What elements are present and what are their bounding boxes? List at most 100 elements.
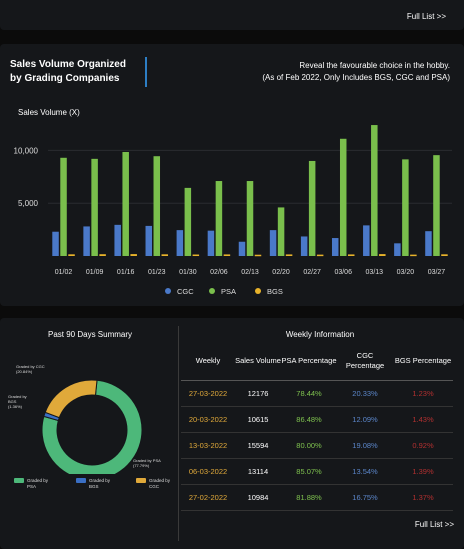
x-tick-label: 03/13 — [366, 269, 384, 276]
x-tick-label: 02/27 — [303, 269, 321, 276]
col-psa: PSA Percentage — [281, 342, 337, 381]
x-tick-label: 01/09 — [86, 269, 104, 276]
bar-psa — [433, 155, 440, 256]
table-cell: 1.37% — [393, 484, 453, 511]
table-cell: 1.43% — [393, 406, 453, 433]
table-cell: 13-03-2022 — [181, 432, 235, 459]
table-cell: 20.33% — [337, 380, 393, 407]
x-tick-label: 02/13 — [241, 269, 259, 276]
col-cgc: CGC Percentage — [337, 342, 393, 381]
x-tick-label: 01/16 — [117, 269, 135, 276]
bar-psa — [91, 158, 98, 256]
table-row: 27-03-2022 12176 78.44% 20.33% 1.23% — [181, 380, 453, 407]
bar-cgc — [83, 226, 90, 256]
table-cell: 1.39% — [393, 458, 453, 485]
legend-cgc-label: Graded by CGC — [149, 478, 171, 489]
top-full-list-link[interactable]: Full List >> — [406, 12, 446, 21]
legend-psa: Graded by PSA — [14, 478, 51, 490]
x-tick-label: 02/06 — [210, 269, 228, 276]
table-row: 20-03-2022 10615 86.48% 12.09% 1.43% — [181, 406, 453, 433]
title-divider — [145, 57, 147, 87]
bar-bgs — [223, 254, 231, 256]
bar-cgc — [394, 243, 401, 256]
sales-volume-panel: Sales Volume Organized by Grading Compan… — [0, 44, 464, 306]
chart-title: Sales Volume Organized by Grading Compan… — [10, 59, 126, 84]
bar-bgs — [68, 254, 75, 256]
bar-psa — [277, 207, 285, 256]
bar-psa — [215, 181, 223, 256]
bar-psa — [246, 181, 254, 256]
legend-bgs: Graded by BGS — [76, 478, 113, 490]
col-weekly: Weekly — [181, 342, 235, 381]
bar-psa — [308, 160, 316, 256]
table-cell: 85.07% — [281, 458, 337, 485]
donut-slice-cgc — [44, 379, 98, 419]
bar-psa — [339, 138, 347, 256]
table-header-row: Weekly Sales Volume PSA Percentage CGC P… — [181, 342, 453, 381]
weekly-table-body: 27-03-2022 12176 78.44% 20.33% 1.23% 20-03-20… — [181, 380, 453, 511]
bar-cgc — [52, 231, 59, 256]
bar-cgc — [176, 230, 184, 256]
bar-bgs — [347, 254, 355, 256]
y-tick-label: 5,000 — [18, 199, 39, 208]
table-cell: 0.92% — [393, 432, 453, 459]
legend-psa-label: Graded by PSA — [27, 478, 49, 489]
bar-psa — [153, 156, 161, 256]
bar-cgc — [300, 236, 308, 256]
legend-psa-label: PSA — [221, 287, 236, 296]
legend-bgs-label: Graded by BGS — [89, 478, 111, 489]
chart-subtitle: Reveal the favourable choice in the hobb… — [262, 61, 450, 82]
bar-psa — [122, 151, 129, 256]
table-cell: 1.23% — [393, 380, 453, 407]
table-cell: 19.08% — [337, 432, 393, 459]
bar-bgs — [161, 254, 169, 256]
donut-label-bgs: Graded by BGS (1.36%) — [8, 394, 27, 409]
bar-bgs — [441, 254, 448, 256]
panel-divider — [178, 326, 179, 541]
weekly-full-list-link[interactable]: Full List >> — [414, 520, 454, 529]
bar-psa — [184, 187, 192, 256]
bar-cgc — [238, 241, 246, 256]
bar-bgs — [316, 254, 324, 257]
legend-cgc-swatch — [136, 478, 146, 483]
donut-label-psa: Graded by PSA (77.79%) — [133, 458, 161, 468]
table-cell: 27-02-2022 — [181, 484, 235, 511]
bar-psa — [60, 157, 67, 256]
top-panel: Full List >> — [0, 0, 464, 30]
y-axis-label: Sales Volume (X) — [18, 108, 80, 117]
bar-cgc — [363, 225, 370, 256]
table-cell: 78.44% — [281, 380, 337, 407]
bar-cgc — [145, 225, 153, 256]
x-tick-label: 01/30 — [179, 269, 197, 276]
table-cell: 27-03-2022 — [181, 380, 235, 407]
bar-cgc — [269, 230, 277, 256]
legend-cgc-label: CGC — [177, 287, 194, 296]
col-bgs: BGS Percentage — [393, 342, 453, 381]
legend-bgs-dot — [255, 288, 261, 294]
table-cell: 15594 — [235, 432, 281, 459]
table-cell: 13114 — [235, 458, 281, 485]
table-row: 13-03-2022 15594 80.00% 19.08% 0.92% — [181, 432, 453, 459]
y-tick-label: 10,000 — [14, 146, 39, 155]
x-tick-label: 03/20 — [397, 269, 415, 276]
table-cell: 06-03-2022 — [181, 458, 235, 485]
table-row: 27-02-2022 10984 81.88% 16.75% 1.37% — [181, 484, 453, 511]
donut-chart — [41, 379, 143, 474]
table-row: 06-03-2022 13114 85.07% 13.54% 1.39% — [181, 458, 453, 485]
bar-cgc — [207, 230, 215, 256]
table-cell: 12.09% — [337, 406, 393, 433]
table-cell: 81.88% — [281, 484, 337, 511]
col-sales-volume: Sales Volume — [235, 342, 281, 381]
legend-cgc-dot — [165, 288, 171, 294]
summary-panel: Past 90 Days Summary Weekly Information … — [0, 318, 464, 549]
bar-bgs — [99, 254, 106, 256]
legend-psa-dot — [209, 288, 215, 294]
x-tick-label: 02/20 — [272, 269, 290, 276]
weekly-title: Weekly Information — [285, 330, 355, 339]
bar-bgs — [192, 254, 200, 257]
x-tick-label: 01/23 — [148, 269, 166, 276]
bar-cgc — [114, 224, 121, 256]
bar-bgs — [254, 254, 262, 257]
table-cell: 20-03-2022 — [181, 406, 235, 433]
donut-label-cgc: Graded by CGC (20.84%) — [16, 364, 45, 374]
